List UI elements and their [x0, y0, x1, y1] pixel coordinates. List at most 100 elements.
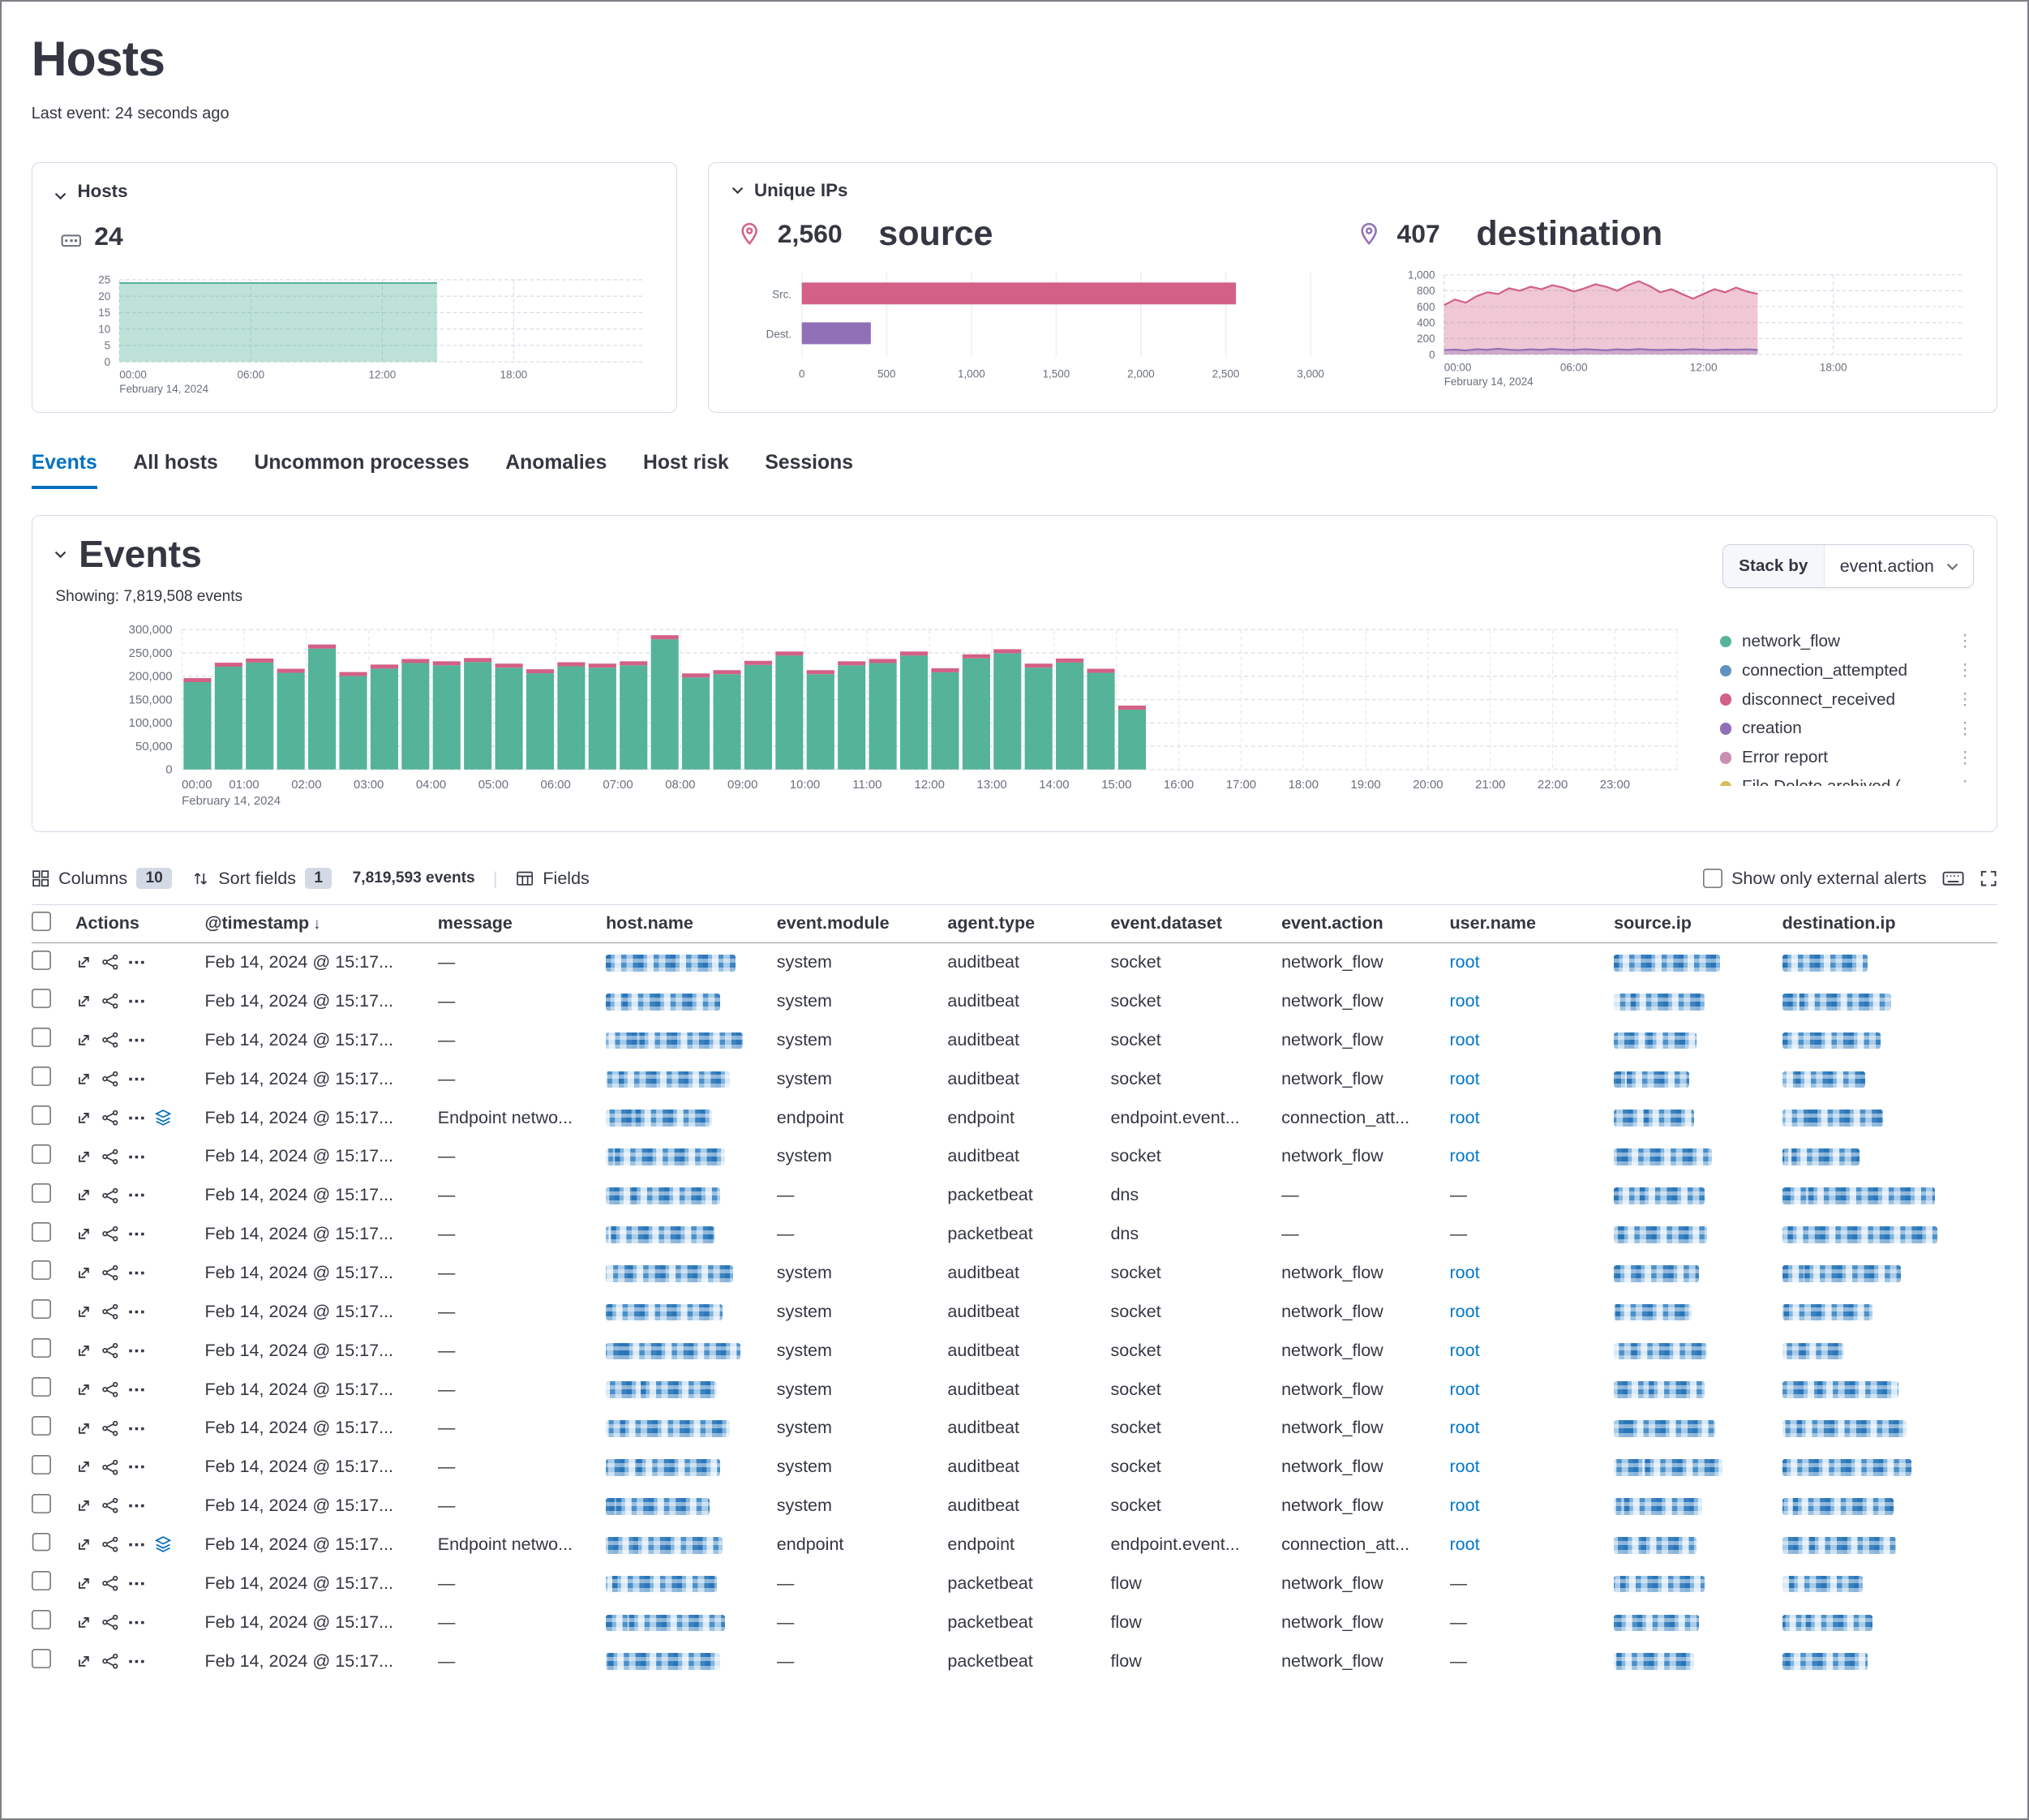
- user-name-link[interactable]: root: [1449, 1146, 1480, 1166]
- more-actions-icon[interactable]: [128, 1264, 145, 1281]
- expand-event-icon[interactable]: [75, 1148, 92, 1165]
- user-name-link[interactable]: root: [1449, 1418, 1480, 1438]
- user-name-link[interactable]: root: [1449, 1301, 1480, 1321]
- expand-event-icon[interactable]: [75, 1614, 92, 1631]
- row-checkbox[interactable]: [31, 1532, 51, 1552]
- row-checkbox[interactable]: [31, 1028, 51, 1048]
- cell-user-name[interactable]: root: [1450, 1108, 1615, 1128]
- more-actions-icon[interactable]: [128, 1225, 145, 1243]
- analyze-event-icon[interactable]: [101, 1574, 119, 1592]
- more-actions-icon[interactable]: [128, 1497, 145, 1514]
- expand-event-icon[interactable]: [75, 993, 92, 1010]
- row-checkbox[interactable]: [31, 1415, 51, 1436]
- analyze-event-icon[interactable]: [101, 1031, 119, 1049]
- row-checkbox[interactable]: [31, 1299, 51, 1320]
- user-name-link[interactable]: root: [1449, 990, 1480, 1011]
- analyze-event-icon[interactable]: [101, 1187, 119, 1204]
- expand-event-icon[interactable]: [75, 954, 92, 971]
- analyze-event-icon[interactable]: [101, 1148, 119, 1165]
- legend-item[interactable]: Error report ⋮: [1719, 743, 1974, 772]
- cell-user-name[interactable]: root: [1450, 952, 1615, 972]
- external-alerts-checkbox[interactable]: [1702, 869, 1722, 888]
- cell-user-name[interactable]: root: [1450, 991, 1615, 1011]
- user-name-link[interactable]: root: [1449, 1379, 1480, 1399]
- row-checkbox[interactable]: [31, 1260, 51, 1281]
- column-header-user-name[interactable]: user.name: [1449, 913, 1537, 934]
- legend-menu-icon[interactable]: ⋮: [1956, 661, 1974, 680]
- more-actions-icon[interactable]: [128, 1575, 145, 1592]
- user-name-link[interactable]: root: [1449, 1496, 1480, 1516]
- analyze-event-icon[interactable]: [101, 1109, 119, 1127]
- row-checkbox[interactable]: [31, 1183, 51, 1203]
- row-checkbox[interactable]: [31, 1610, 51, 1630]
- legend-menu-icon[interactable]: ⋮: [1956, 632, 1974, 651]
- expand-event-icon[interactable]: [75, 1575, 92, 1592]
- cell-user-name[interactable]: root: [1450, 1069, 1615, 1089]
- user-name-link[interactable]: root: [1449, 1068, 1480, 1088]
- user-name-link[interactable]: root: [1449, 1262, 1480, 1282]
- more-actions-icon[interactable]: [128, 1653, 145, 1670]
- expand-event-icon[interactable]: [75, 1110, 92, 1127]
- legend-item[interactable]: network_flow ⋮: [1719, 627, 1974, 656]
- row-checkbox[interactable]: [31, 1454, 51, 1474]
- expand-event-icon[interactable]: [75, 1264, 92, 1281]
- cell-user-name[interactable]: root: [1450, 1380, 1615, 1400]
- analyze-event-icon[interactable]: [101, 1264, 119, 1281]
- row-checkbox[interactable]: [31, 1105, 51, 1125]
- stack-by-select[interactable]: event.action: [1824, 545, 1973, 588]
- more-actions-icon[interactable]: [128, 1148, 145, 1165]
- column-header-event-module[interactable]: event.module: [776, 913, 890, 934]
- analyze-event-icon[interactable]: [101, 992, 119, 1010]
- cell-user-name[interactable]: root: [1450, 1418, 1615, 1438]
- collapse-unique-ips-panel-icon[interactable]: [730, 182, 745, 198]
- expand-event-icon[interactable]: [75, 1458, 92, 1475]
- legend-menu-icon[interactable]: ⋮: [1957, 777, 1974, 786]
- tab-all-hosts[interactable]: All hosts: [133, 451, 218, 474]
- expand-event-icon[interactable]: [75, 1381, 92, 1398]
- analyze-event-icon[interactable]: [101, 1380, 119, 1398]
- columns-button[interactable]: Columns 10: [32, 868, 172, 889]
- row-checkbox[interactable]: [31, 1221, 51, 1242]
- select-all-checkbox[interactable]: [31, 911, 51, 931]
- analyze-event-icon[interactable]: [101, 953, 119, 971]
- user-name-link[interactable]: root: [1449, 1107, 1480, 1127]
- row-checkbox[interactable]: [31, 950, 51, 970]
- cell-user-name[interactable]: root: [1450, 1457, 1615, 1477]
- more-actions-icon[interactable]: [128, 1187, 145, 1204]
- more-actions-icon[interactable]: [128, 1614, 145, 1631]
- fields-button[interactable]: Fields: [516, 869, 590, 889]
- more-actions-icon[interactable]: [128, 1536, 145, 1553]
- row-checkbox[interactable]: [31, 1493, 51, 1513]
- tab-sessions[interactable]: Sessions: [765, 451, 853, 474]
- column-header-source-ip[interactable]: source.ip: [1614, 913, 1692, 934]
- analyze-event-icon[interactable]: [101, 1535, 119, 1553]
- column-header-host-name[interactable]: host.name: [606, 913, 693, 934]
- analyze-event-icon[interactable]: [101, 1070, 119, 1088]
- more-actions-icon[interactable]: [128, 1342, 145, 1359]
- expand-event-icon[interactable]: [75, 1032, 92, 1049]
- expand-event-icon[interactable]: [75, 1536, 92, 1553]
- cell-user-name[interactable]: root: [1450, 1146, 1615, 1166]
- legend-item[interactable]: creation ⋮: [1719, 715, 1974, 744]
- tab-uncommon-processes[interactable]: Uncommon processes: [254, 451, 470, 474]
- expand-event-icon[interactable]: [75, 1187, 92, 1204]
- analyze-event-icon[interactable]: [101, 1341, 119, 1359]
- row-checkbox[interactable]: [31, 1067, 51, 1087]
- expand-event-icon[interactable]: [75, 1653, 92, 1670]
- user-name-link[interactable]: root: [1449, 1457, 1480, 1477]
- more-actions-icon[interactable]: [128, 1032, 145, 1049]
- column-header-timestamp[interactable]: @timestamp ↓: [204, 913, 321, 934]
- row-checkbox[interactable]: [31, 1649, 51, 1668]
- more-actions-icon[interactable]: [128, 1110, 145, 1127]
- column-header-message[interactable]: message: [437, 913, 513, 934]
- row-checkbox[interactable]: [31, 1338, 51, 1359]
- cell-user-name[interactable]: root: [1450, 1341, 1615, 1361]
- cell-user-name[interactable]: root: [1450, 1302, 1615, 1322]
- external-alerts-toggle[interactable]: Show only external alerts: [1702, 869, 1927, 889]
- expand-event-icon[interactable]: [75, 1225, 92, 1243]
- expand-event-icon[interactable]: [75, 1420, 92, 1437]
- expand-event-icon[interactable]: [75, 1497, 92, 1514]
- analyze-event-icon[interactable]: [101, 1613, 119, 1631]
- user-name-link[interactable]: root: [1449, 1340, 1480, 1360]
- row-checkbox[interactable]: [31, 989, 51, 1009]
